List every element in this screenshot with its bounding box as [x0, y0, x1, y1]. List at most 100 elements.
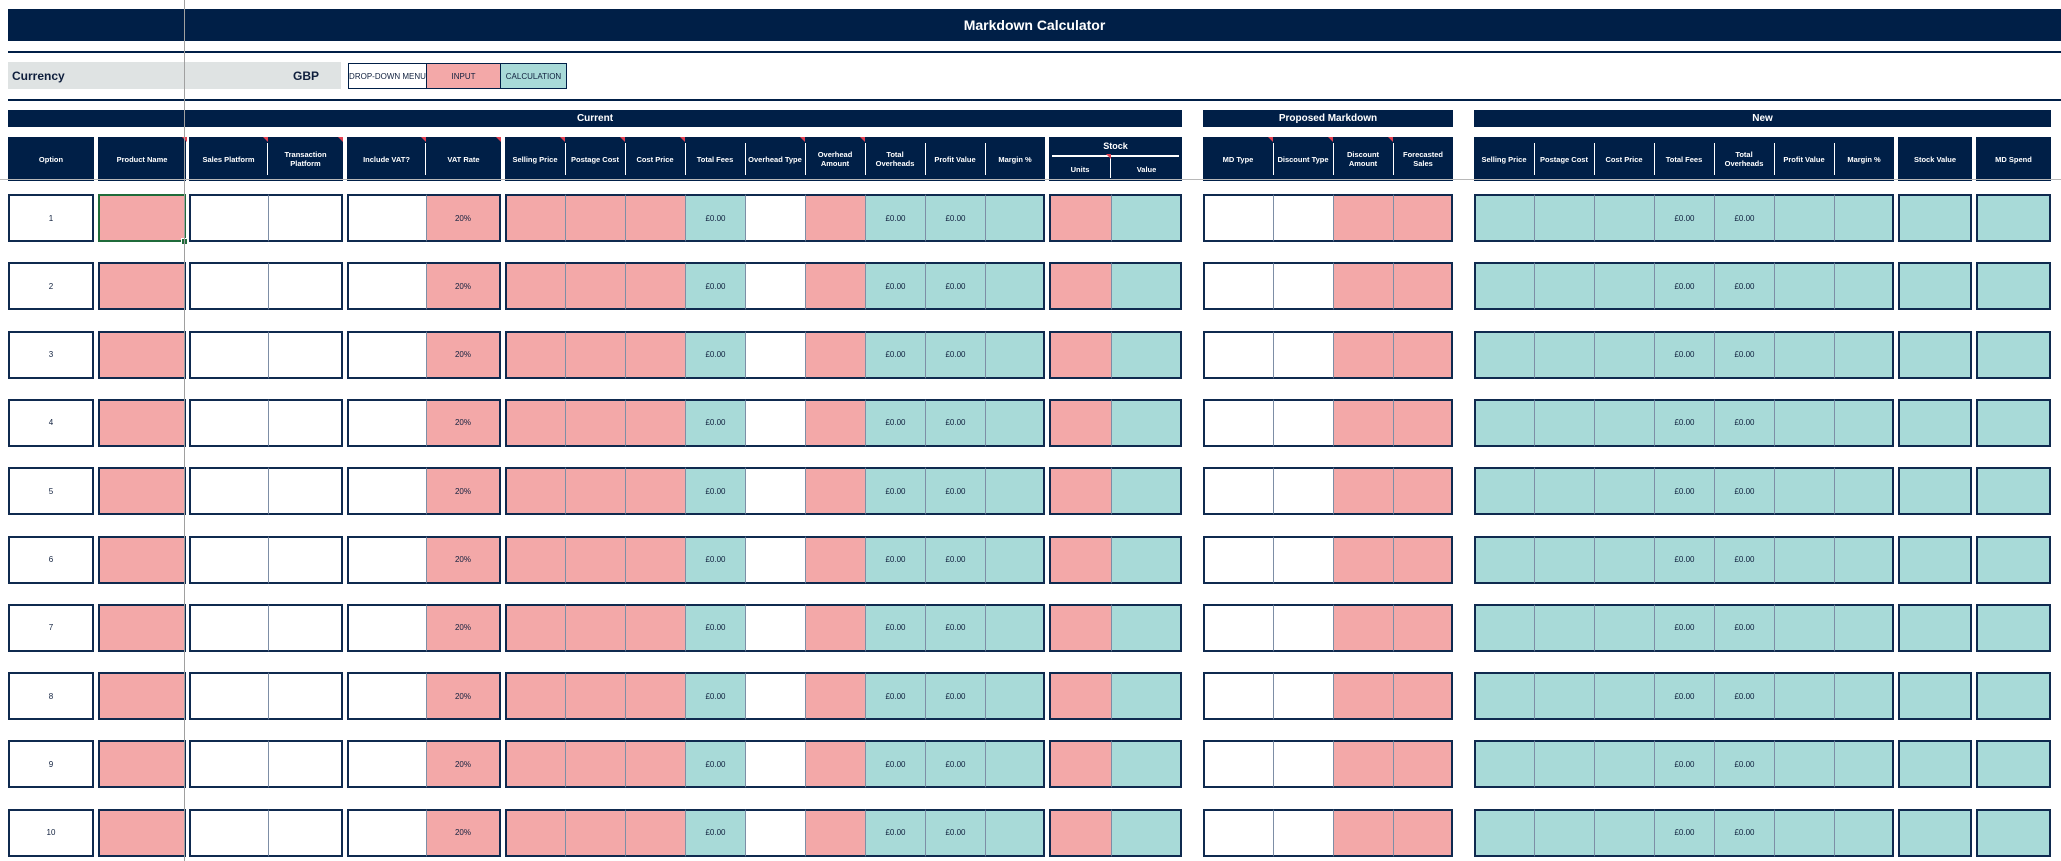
md-type-cell[interactable]	[1203, 398, 1273, 447]
product-name-cell[interactable]	[98, 330, 186, 379]
md-type-cell[interactable]	[1203, 603, 1273, 652]
stock-units-cell[interactable]	[1049, 194, 1111, 242]
include-vat-cell[interactable]	[347, 672, 426, 721]
include-vat-cell[interactable]	[347, 398, 426, 447]
cost-price-cell[interactable]	[625, 330, 685, 379]
discount-type-cell[interactable]	[1273, 740, 1333, 789]
sales-platform-cell[interactable]	[189, 194, 268, 242]
discount-amount-cell[interactable]	[1333, 603, 1393, 652]
vat-rate-cell[interactable]: 20%	[426, 740, 501, 789]
stock-units-cell[interactable]	[1049, 467, 1111, 516]
postage-cost-cell[interactable]	[565, 398, 625, 447]
transaction-platform-cell[interactable]	[268, 740, 343, 789]
cost-price-cell[interactable]	[625, 398, 685, 447]
sales-platform-cell[interactable]	[189, 672, 268, 721]
product-name-cell[interactable]	[98, 603, 186, 652]
md-type-cell[interactable]	[1203, 808, 1273, 857]
sales-platform-cell[interactable]	[189, 740, 268, 789]
discount-type-cell[interactable]	[1273, 194, 1333, 242]
discount-type-cell[interactable]	[1273, 808, 1333, 857]
transaction-platform-cell[interactable]	[268, 467, 343, 516]
product-name-cell[interactable]	[98, 672, 186, 721]
md-type-cell[interactable]	[1203, 194, 1273, 242]
discount-type-cell[interactable]	[1273, 535, 1333, 584]
stock-units-cell[interactable]	[1049, 262, 1111, 311]
selling-price-cell[interactable]	[505, 535, 565, 584]
sales-platform-cell[interactable]	[189, 467, 268, 516]
overhead-amount-cell[interactable]	[805, 398, 865, 447]
include-vat-cell[interactable]	[347, 330, 426, 379]
forecasted-sales-cell[interactable]	[1393, 603, 1453, 652]
discount-type-cell[interactable]	[1273, 330, 1333, 379]
stock-units-cell[interactable]	[1049, 808, 1111, 857]
product-name-cell[interactable]	[98, 808, 186, 857]
overhead-type-cell[interactable]	[745, 672, 805, 721]
cost-price-cell[interactable]	[625, 740, 685, 789]
vat-rate-cell[interactable]: 20%	[426, 535, 501, 584]
discount-amount-cell[interactable]	[1333, 535, 1393, 584]
selling-price-cell[interactable]	[505, 740, 565, 789]
forecasted-sales-cell[interactable]	[1393, 194, 1453, 242]
forecasted-sales-cell[interactable]	[1393, 672, 1453, 721]
md-type-cell[interactable]	[1203, 535, 1273, 584]
discount-amount-cell[interactable]	[1333, 672, 1393, 721]
discount-amount-cell[interactable]	[1333, 740, 1393, 789]
discount-amount-cell[interactable]	[1333, 330, 1393, 379]
discount-amount-cell[interactable]	[1333, 262, 1393, 311]
sales-platform-cell[interactable]	[189, 603, 268, 652]
sales-platform-cell[interactable]	[189, 535, 268, 584]
vat-rate-cell[interactable]: 20%	[426, 808, 501, 857]
postage-cost-cell[interactable]	[565, 194, 625, 242]
discount-type-cell[interactable]	[1273, 672, 1333, 721]
forecasted-sales-cell[interactable]	[1393, 262, 1453, 311]
vat-rate-cell[interactable]: 20%	[426, 262, 501, 311]
include-vat-cell[interactable]	[347, 603, 426, 652]
cost-price-cell[interactable]	[625, 535, 685, 584]
overhead-type-cell[interactable]	[745, 808, 805, 857]
stock-units-cell[interactable]	[1049, 535, 1111, 584]
transaction-platform-cell[interactable]	[268, 262, 343, 311]
transaction-platform-cell[interactable]	[268, 398, 343, 447]
overhead-amount-cell[interactable]	[805, 740, 865, 789]
cost-price-cell[interactable]	[625, 262, 685, 311]
stock-units-cell[interactable]	[1049, 740, 1111, 789]
postage-cost-cell[interactable]	[565, 740, 625, 789]
md-type-cell[interactable]	[1203, 740, 1273, 789]
stock-units-cell[interactable]	[1049, 330, 1111, 379]
cost-price-cell[interactable]	[625, 603, 685, 652]
sales-platform-cell[interactable]	[189, 262, 268, 311]
selling-price-cell[interactable]	[505, 467, 565, 516]
product-name-cell[interactable]	[98, 467, 186, 516]
currency-value[interactable]: GBP	[188, 62, 341, 89]
product-name-cell[interactable]	[98, 398, 186, 447]
discount-amount-cell[interactable]	[1333, 467, 1393, 516]
overhead-type-cell[interactable]	[745, 194, 805, 242]
vat-rate-cell[interactable]: 20%	[426, 398, 501, 447]
overhead-amount-cell[interactable]	[805, 672, 865, 721]
sales-platform-cell[interactable]	[189, 330, 268, 379]
overhead-type-cell[interactable]	[745, 262, 805, 311]
forecasted-sales-cell[interactable]	[1393, 398, 1453, 447]
selling-price-cell[interactable]	[505, 603, 565, 652]
postage-cost-cell[interactable]	[565, 330, 625, 379]
cost-price-cell[interactable]	[625, 808, 685, 857]
stock-units-cell[interactable]	[1049, 672, 1111, 721]
overhead-amount-cell[interactable]	[805, 808, 865, 857]
discount-type-cell[interactable]	[1273, 467, 1333, 516]
postage-cost-cell[interactable]	[565, 603, 625, 652]
selling-price-cell[interactable]	[505, 330, 565, 379]
include-vat-cell[interactable]	[347, 194, 426, 242]
cost-price-cell[interactable]	[625, 194, 685, 242]
include-vat-cell[interactable]	[347, 262, 426, 311]
cost-price-cell[interactable]	[625, 672, 685, 721]
sales-platform-cell[interactable]	[189, 398, 268, 447]
product-name-cell[interactable]	[98, 740, 186, 789]
md-type-cell[interactable]	[1203, 672, 1273, 721]
postage-cost-cell[interactable]	[565, 467, 625, 516]
selling-price-cell[interactable]	[505, 672, 565, 721]
transaction-platform-cell[interactable]	[268, 194, 343, 242]
product-name-cell[interactable]	[98, 535, 186, 584]
discount-amount-cell[interactable]	[1333, 398, 1393, 447]
sales-platform-cell[interactable]	[189, 808, 268, 857]
discount-amount-cell[interactable]	[1333, 808, 1393, 857]
